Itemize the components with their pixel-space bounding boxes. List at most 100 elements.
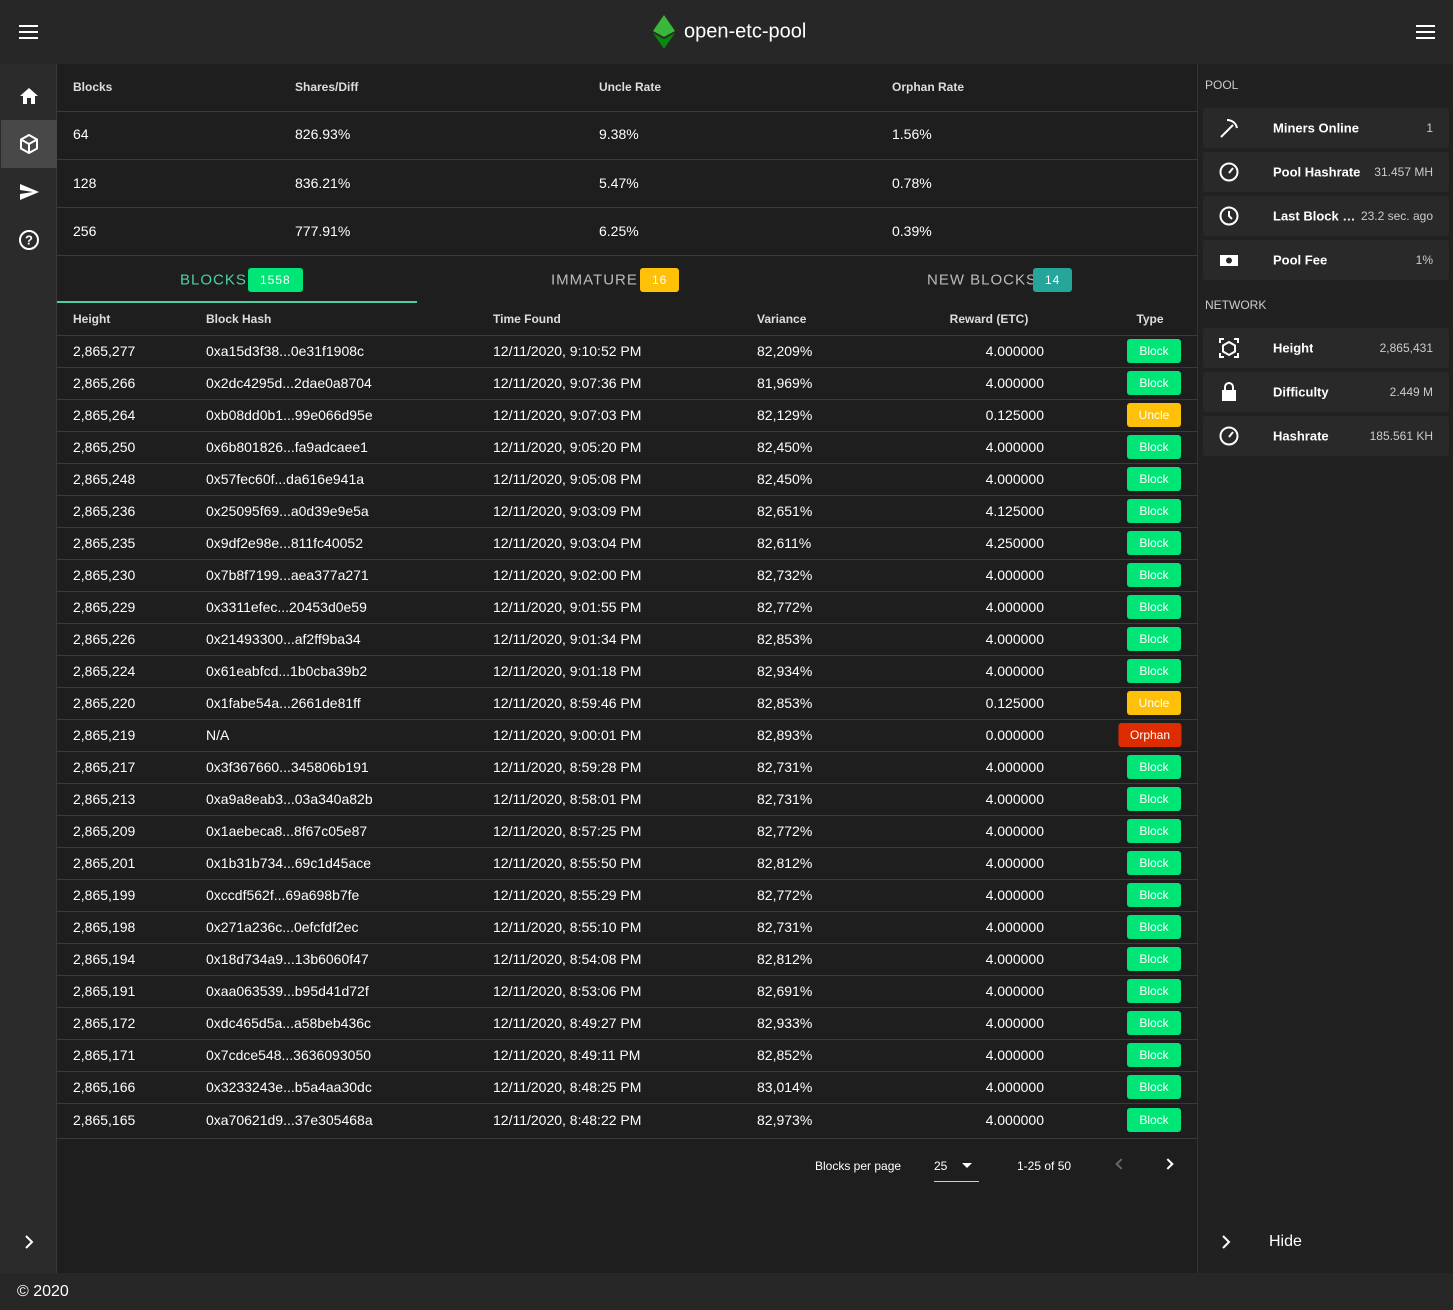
block-cell: 0x2dc4295d...2dae0a8704 [206,375,372,391]
block-cell: 0xccdf562f...69a698b7fe [206,887,360,903]
block-cell: 0x3233243e...b5a4aa30dc [206,1079,372,1095]
divider [57,1007,1197,1008]
block-cell: 82,732% [757,567,813,583]
item-icon [1220,255,1238,266]
divider [57,207,1197,208]
nav-blocks[interactable] [18,133,40,155]
per-page-select[interactable]: 25 [934,1159,948,1173]
block-cell: 82,731% [757,919,813,935]
block-cell: 0xa9a8eab3...03a340a82b [206,791,373,807]
stats-cell: 826.93% [295,126,351,142]
block-reward: 4.000000 [985,759,1044,775]
type-badge: Orphan [1118,723,1182,747]
menu-button-right[interactable] [1415,22,1437,42]
block-cell: 2,865,236 [73,503,136,519]
stat-value: 1 [1426,121,1433,135]
stat-value: 1% [1415,253,1433,267]
app-title: open-etc-pool [684,20,807,43]
block-cell: 12/11/2020, 9:01:34 PM [493,631,642,647]
block-reward: 4.000000 [985,983,1044,999]
block-cell: 12/11/2020, 9:05:20 PM [493,439,642,455]
stats-cell: 9.38% [599,126,639,142]
logo [653,15,675,49]
top-bar [0,0,1453,64]
block-cell: 0xb08dd0b1...99e066d95e [206,407,373,423]
block-cell: 82,129% [757,407,813,423]
type-badge: Block [1127,627,1181,651]
stats-cell: 6.25% [599,223,639,239]
block-cell: 82,812% [757,855,813,871]
block-cell: 0xa15d3f38...0e31f1908c [206,343,365,359]
block-reward: 4.000000 [985,375,1044,391]
stat-value: 2.449 M [1389,385,1433,399]
block-cell: 2,865,248 [73,471,136,487]
block-reward: 4.000000 [985,471,1044,487]
divider [57,751,1197,752]
block-cell: 82,772% [757,823,813,839]
block-reward: 4.000000 [985,663,1044,679]
menu-button[interactable] [18,22,40,42]
block-cell: 0x18d734a9...13b6060f47 [206,951,369,967]
type-badge: Block [1127,1108,1181,1132]
stats-header: Uncle Rate [599,80,662,94]
nav-help[interactable]: ? [18,229,40,251]
stat-card [1203,240,1449,280]
type-badge: Uncle [1127,403,1181,427]
block-cell: 12/11/2020, 8:55:29 PM [493,887,642,903]
divider [57,623,1197,624]
divider [57,399,1197,400]
type-badge: Block [1127,1011,1181,1035]
divider [57,815,1197,816]
block-cell: 2,865,194 [73,951,136,967]
item-icon [1219,426,1239,446]
block-cell: 82,933% [757,1015,813,1031]
hide-chevron[interactable] [1219,1234,1233,1250]
block-cell: 0x7cdce548...3636093050 [206,1047,372,1063]
block-cell: 0x57fec60f...da616e941a [206,471,365,487]
block-cell: 2,865,201 [73,855,136,871]
block-cell: 12/11/2020, 8:49:11 PM [493,1047,641,1063]
blocks-header: Time Found [493,312,561,326]
block-reward: 4.000000 [985,1015,1044,1031]
block-cell: 2,865,235 [73,535,136,551]
nav-home[interactable] [18,85,40,107]
stat-card [1203,196,1449,236]
nav-expand[interactable] [22,1234,36,1250]
stats-cell: 1.56% [892,126,932,142]
footer [0,1273,1453,1310]
type-badge: Block [1127,595,1181,619]
type-badge: Block [1127,755,1181,779]
divider [57,1138,1197,1139]
blocks-header: Type [1136,312,1164,326]
block-cell: 83,014% [757,1079,813,1095]
stat-card [1203,108,1449,148]
block-cell: 82,450% [757,439,813,455]
block-reward: 4.000000 [985,951,1044,967]
hide-button[interactable]: Hide [1269,1233,1302,1250]
stat-value: 23.2 sec. ago [1360,209,1433,223]
divider [57,975,1197,976]
stat-card [1203,416,1449,456]
stats-header: Blocks [73,80,113,94]
block-cell: 12/11/2020, 9:05:08 PM [493,471,642,487]
block-cell: 12/11/2020, 8:59:46 PM [493,695,642,711]
nav-payments[interactable] [18,181,40,203]
type-badge: Block [1127,787,1181,811]
stat-card [1203,372,1449,412]
block-cell: 82,450% [757,471,813,487]
stat-value: 2,865,431 [1379,341,1433,355]
block-cell: 2,865,229 [73,599,136,615]
block-cell: 12/11/2020, 9:03:04 PM [493,535,642,551]
stat-label: Last Block Found [1273,208,1361,224]
block-cell: 82,209% [757,343,813,359]
block-reward: 4.000000 [985,1112,1044,1128]
block-cell: 12/11/2020, 8:48:25 PM [493,1079,642,1095]
block-cell: 0x6b801826...fa9adcaee1 [206,439,368,455]
tab-label[interactable]: IMMATURE [551,271,638,289]
divider [57,1039,1197,1040]
tab-label[interactable]: BLOCKS [180,271,247,289]
block-cell: 12/11/2020, 9:02:00 PM [493,567,642,583]
divider [57,655,1197,656]
tab-label[interactable]: NEW BLOCKS [927,271,1038,289]
